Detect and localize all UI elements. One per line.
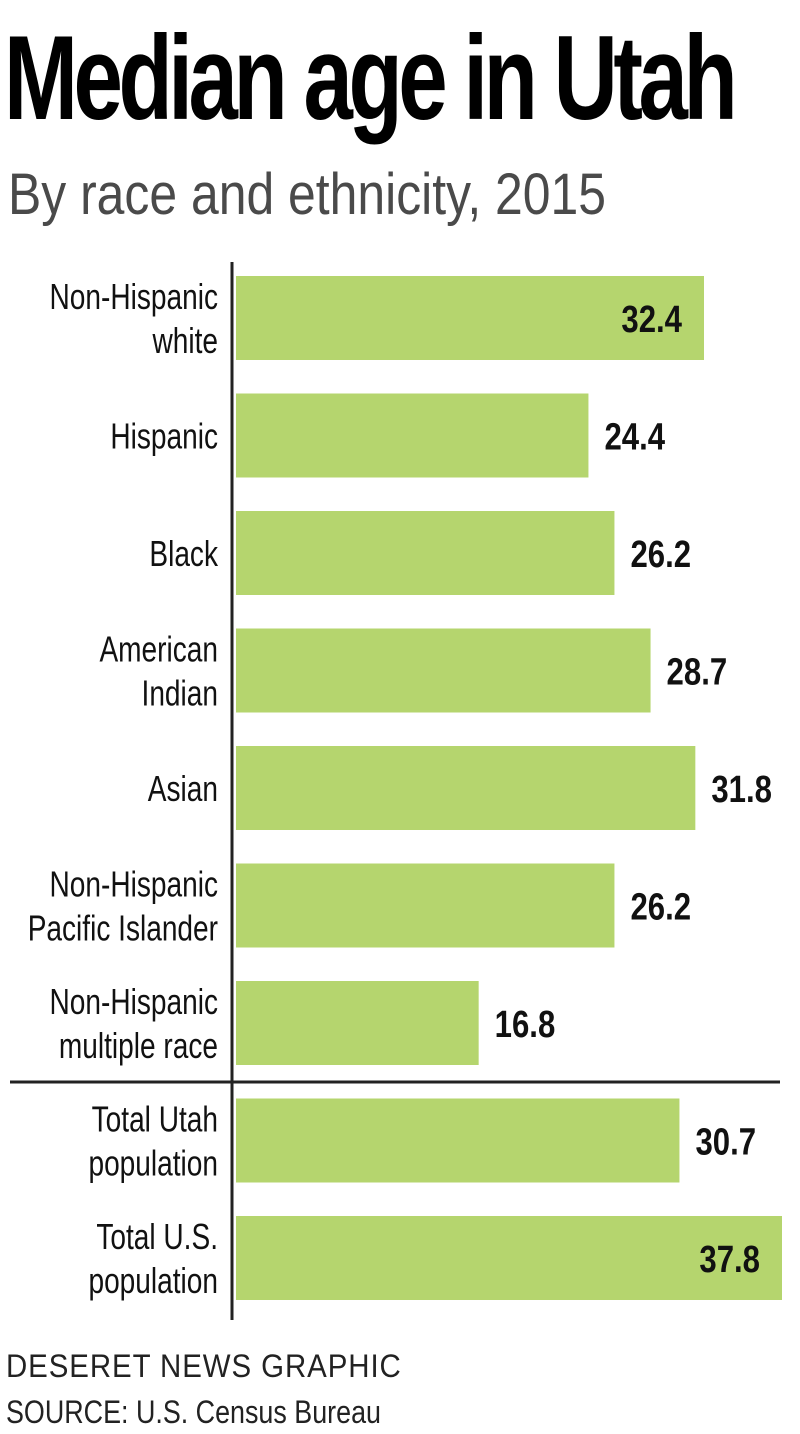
category-label-line: Asian (148, 769, 218, 809)
value-label-6: 16.8 (495, 1004, 556, 1046)
value-label-5: 26.2 (630, 887, 691, 929)
value-label-2: 26.2 (630, 534, 691, 576)
value-label-1: 24.4 (604, 417, 665, 459)
bar-5 (236, 863, 615, 948)
value-label-0: 32.4 (621, 299, 682, 341)
bar-4 (236, 746, 696, 830)
graphic-credit: DESERET NEWS GRAPHIC (6, 1348, 402, 1384)
value-label-4: 31.8 (711, 769, 772, 811)
category-label-0: Non-Hispanic white (50, 277, 218, 361)
value-label-8: 37.8 (699, 1239, 760, 1281)
category-label-line: Total Utah (92, 1099, 218, 1139)
category-label-line: population (88, 1261, 218, 1301)
bar-1 (236, 393, 589, 478)
category-label-line: Total U.S. (96, 1217, 218, 1257)
category-label-5: Non-Hispanic Pacific Islander (28, 864, 219, 948)
value-label-7: 30.7 (695, 1122, 756, 1164)
category-label-line: Pacific Islander (28, 908, 219, 948)
category-label-6: Non-Hispanic multiple race (50, 982, 218, 1066)
chart-title: Median age in Utah (4, 11, 738, 145)
category-label-line: Hispanic (110, 416, 218, 456)
category-label-line: Non-Hispanic (50, 277, 218, 317)
bar-7 (236, 1098, 680, 1183)
category-label-line: multiple race (59, 1026, 218, 1066)
category-label-line: white (152, 321, 218, 361)
category-label-4: Asian (148, 769, 218, 809)
bar-8 (236, 1216, 782, 1300)
bar-6 (236, 981, 479, 1065)
chart-subtitle: By race and ethnicity, 2015 (8, 162, 607, 227)
bar-2 (236, 511, 615, 595)
category-label-line: Black (149, 534, 218, 574)
category-label-line: American (99, 629, 218, 669)
category-label-1: Hispanic (110, 416, 218, 456)
category-label-3: American Indian (99, 629, 218, 713)
bar-3 (236, 628, 651, 713)
category-label-8: Total U.S. population (88, 1217, 218, 1301)
category-label-line: population (88, 1143, 218, 1183)
value-label-3: 28.7 (667, 652, 728, 694)
category-label-line: Indian (142, 673, 218, 713)
category-label-7: Total Utah population (88, 1099, 218, 1183)
bar-0 (236, 276, 704, 360)
source-note: SOURCE: U.S. Census Bureau (6, 1394, 381, 1430)
category-label-line: Non-Hispanic (50, 982, 218, 1022)
category-label-2: Black (149, 534, 218, 574)
category-label-line: Non-Hispanic (50, 864, 218, 904)
